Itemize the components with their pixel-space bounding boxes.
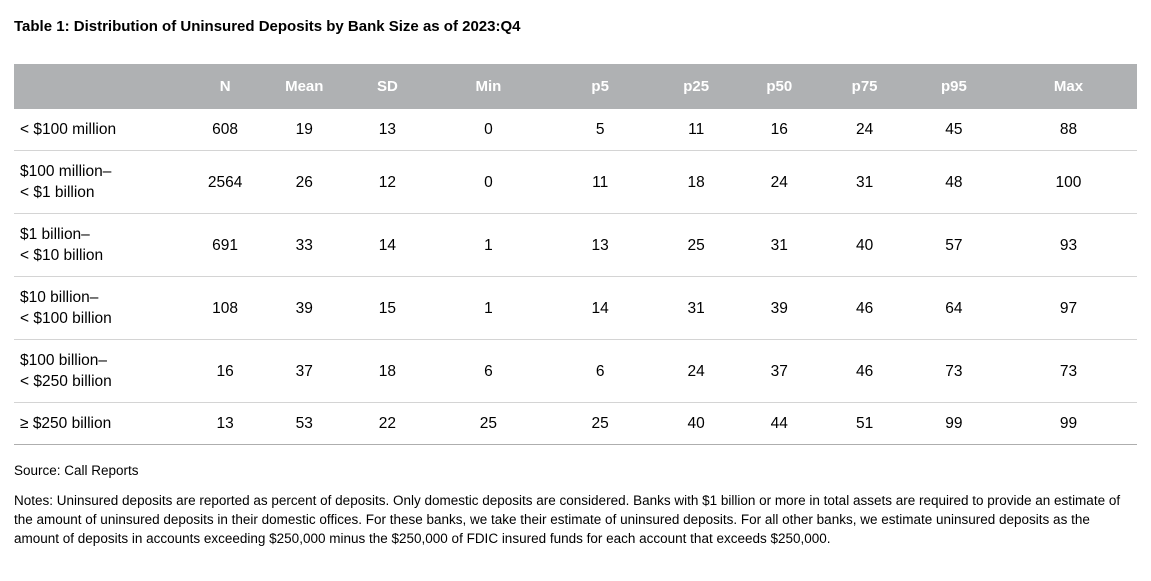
cell-p95: 73 bbox=[945, 362, 963, 380]
cell-p75: 46 bbox=[855, 299, 874, 317]
notes-paragraph: Notes: Uninsured deposits are reported a… bbox=[14, 493, 1121, 546]
row-header-spacer bbox=[14, 64, 185, 109]
table-row-10b-to-100b: $10 billion– < $100 billion 108 39 15 1 … bbox=[14, 276, 1137, 340]
cell-p25: 11 bbox=[688, 121, 705, 138]
cell-n: 108 bbox=[212, 299, 239, 317]
cell-sd: 13 bbox=[378, 121, 396, 138]
cell-mean: 53 bbox=[295, 415, 313, 432]
row-label: $100 million– < $1 billion bbox=[14, 151, 185, 214]
cell-mean: 26 bbox=[295, 173, 313, 191]
cell-sd: 12 bbox=[378, 173, 396, 191]
cell-p95: 57 bbox=[945, 236, 963, 254]
cell-sd: 15 bbox=[378, 299, 396, 317]
cell-mean: 39 bbox=[295, 299, 313, 317]
cell-max: 100 bbox=[1055, 173, 1082, 191]
row-label-line2: < $250 billion bbox=[20, 373, 112, 390]
table-row-gte-250b: ≥ $250 billion 13 53 22 25 25 40 44 51 9… bbox=[14, 402, 1137, 445]
col-header-max: Max bbox=[999, 64, 1137, 109]
row-label: ≥ $250 billion bbox=[14, 403, 185, 445]
cell-min: 1 bbox=[484, 299, 493, 317]
cell-sd: 22 bbox=[378, 415, 396, 432]
table-row-100b-to-250b: $100 billion– < $250 billion 16 37 18 6 … bbox=[14, 339, 1137, 403]
col-header-p25: p25 bbox=[655, 64, 738, 109]
row-label-line2: < $100 billion bbox=[20, 310, 112, 327]
table-row-100m-to-1b: $100 million– < $1 billion 2564 26 12 0 … bbox=[14, 150, 1137, 214]
col-header-n: N bbox=[184, 64, 266, 109]
cell-p50: 24 bbox=[770, 173, 788, 191]
cell-n: 2564 bbox=[207, 173, 243, 191]
cell-p5: 13 bbox=[591, 236, 609, 254]
table-row-1b-to-10b: $1 billion– < $10 billion 691 33 14 1 13… bbox=[14, 213, 1137, 277]
cell-p75: 40 bbox=[855, 236, 874, 254]
cell-p75: 24 bbox=[855, 121, 874, 138]
row-label-line1: < $100 million bbox=[20, 121, 117, 138]
cell-p95: 45 bbox=[945, 121, 963, 138]
cell-p5: 6 bbox=[595, 362, 605, 380]
cell-n: 16 bbox=[216, 362, 234, 380]
cell-mean: 33 bbox=[295, 236, 313, 254]
cell-p50: 31 bbox=[770, 236, 788, 254]
cell-min: 0 bbox=[484, 173, 493, 191]
row-label-line1: $1 billion– bbox=[20, 226, 90, 243]
cell-max: 97 bbox=[1059, 299, 1078, 317]
cell-mean: 19 bbox=[295, 121, 313, 138]
cell-p25: 24 bbox=[687, 362, 705, 380]
cell-p50: 16 bbox=[770, 121, 788, 138]
row-label: $1 billion– < $10 billion bbox=[14, 214, 185, 277]
row-label-line1: $10 billion– bbox=[20, 289, 99, 306]
cell-p50: 44 bbox=[770, 415, 788, 432]
row-label: $100 billion– < $250 billion bbox=[14, 340, 185, 403]
cell-max: 99 bbox=[1059, 415, 1078, 432]
cell-p5: 11 bbox=[592, 173, 609, 191]
cell-p25: 25 bbox=[687, 236, 705, 254]
row-label-line1: $100 billion– bbox=[20, 352, 108, 369]
col-header-p5: p5 bbox=[545, 64, 656, 109]
cell-sd: 14 bbox=[378, 236, 396, 254]
cell-min: 1 bbox=[484, 236, 493, 254]
cell-p75: 51 bbox=[855, 415, 874, 432]
cell-p5: 25 bbox=[591, 415, 609, 432]
cell-max: 73 bbox=[1059, 362, 1078, 380]
cell-min: 0 bbox=[484, 121, 493, 138]
cell-p95: 99 bbox=[945, 415, 963, 432]
header-row: N Mean SD Min p5 p25 p50 p75 p95 Max bbox=[14, 64, 1137, 109]
cell-p5: 14 bbox=[591, 299, 609, 317]
row-label-line2: < $1 billion bbox=[20, 184, 95, 201]
cell-p25: 18 bbox=[687, 173, 705, 191]
cell-p25: 31 bbox=[687, 299, 705, 317]
col-header-min: Min bbox=[431, 64, 546, 109]
cell-n: 608 bbox=[212, 121, 239, 138]
col-header-sd: SD bbox=[343, 64, 432, 109]
cell-p75: 46 bbox=[855, 362, 874, 380]
cell-min: 25 bbox=[479, 415, 498, 432]
cell-p50: 37 bbox=[770, 362, 788, 380]
row-label: < $100 million bbox=[14, 109, 185, 151]
col-header-p75: p75 bbox=[821, 64, 908, 109]
uninsured-deposits-table: N Mean SD Min p5 p25 p50 p75 p95 Max < $… bbox=[14, 64, 1137, 445]
cell-p95: 64 bbox=[945, 299, 963, 317]
cell-mean: 37 bbox=[295, 362, 313, 380]
cell-max: 93 bbox=[1059, 236, 1078, 254]
cell-sd: 18 bbox=[378, 362, 396, 380]
cell-p75: 31 bbox=[855, 173, 874, 191]
cell-p95: 48 bbox=[945, 173, 963, 191]
cell-n: 13 bbox=[216, 415, 234, 432]
row-label-line1: $100 million– bbox=[20, 163, 112, 180]
table-row-lt-100-million: < $100 million 608 19 13 0 5 11 16 24 45… bbox=[14, 109, 1137, 151]
cell-min: 6 bbox=[484, 362, 493, 380]
cell-p25: 40 bbox=[687, 415, 705, 432]
row-label: $10 billion– < $100 billion bbox=[14, 277, 185, 340]
col-header-p95: p95 bbox=[907, 64, 1000, 109]
source-line: Source: Call Reports bbox=[14, 463, 139, 478]
col-header-mean: Mean bbox=[265, 64, 344, 109]
table-title: Table 1: Distribution of Uninsured Depos… bbox=[14, 18, 521, 35]
cell-n: 691 bbox=[212, 236, 239, 254]
row-label-line2: < $10 billion bbox=[20, 247, 104, 264]
cell-max: 88 bbox=[1059, 121, 1078, 138]
cell-p50: 39 bbox=[770, 299, 788, 317]
row-label-line1: ≥ $250 billion bbox=[20, 415, 112, 432]
col-header-p50: p50 bbox=[737, 64, 822, 109]
cell-p5: 5 bbox=[595, 121, 605, 138]
